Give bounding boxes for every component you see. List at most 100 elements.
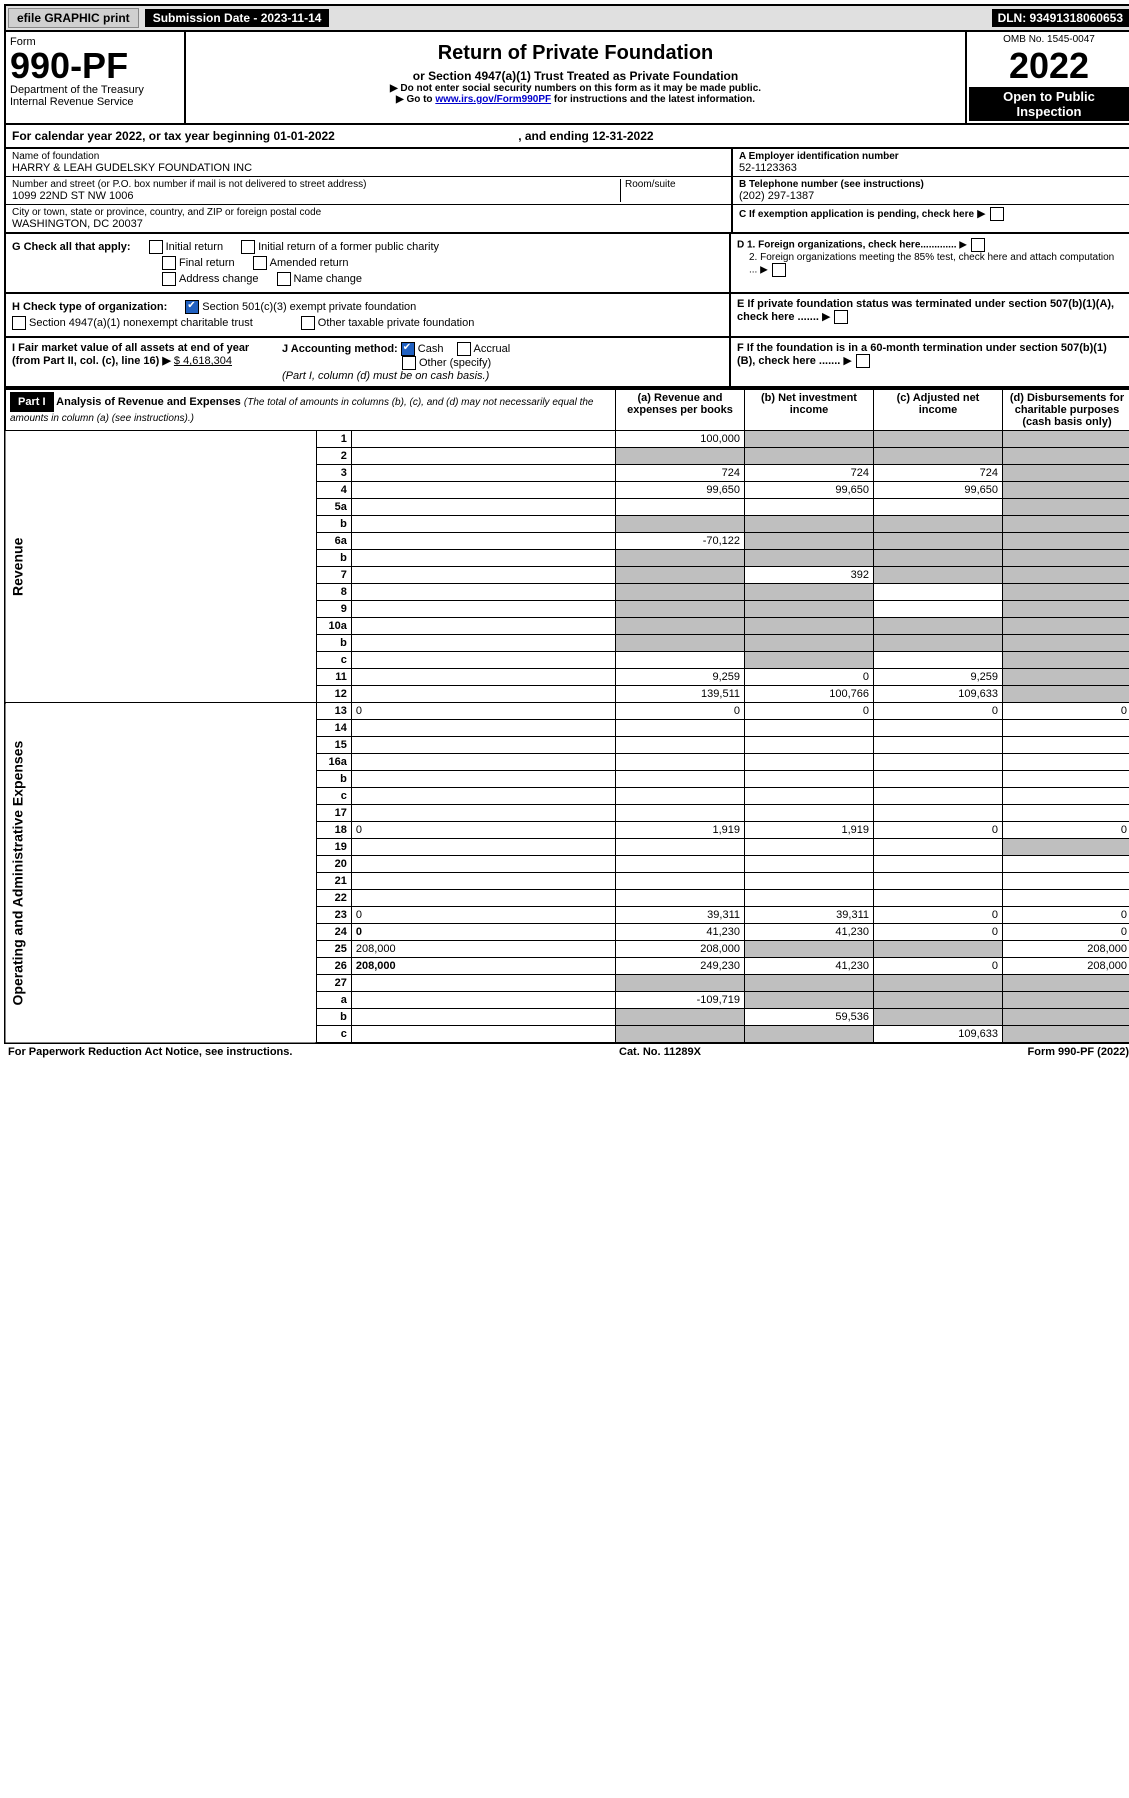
row-description (351, 431, 615, 448)
cell-c: 0 (874, 924, 1003, 941)
row-description: 208,000 (351, 941, 615, 958)
row-number: 12 (316, 686, 351, 703)
cb-name[interactable] (277, 272, 291, 286)
cell-c (874, 635, 1003, 652)
cb-initial[interactable] (149, 240, 163, 254)
year-end: 12-31-2022 (592, 129, 653, 143)
cell-b (745, 448, 874, 465)
row-description (351, 839, 615, 856)
row-description (351, 652, 615, 669)
row-number: 18 (316, 822, 351, 839)
omb-number: OMB No. 1545-0047 (969, 34, 1129, 45)
row-number: 1 (316, 431, 351, 448)
d2-checkbox[interactable] (772, 263, 786, 277)
cell-d (1003, 431, 1129, 448)
cell-b (745, 856, 874, 873)
d1-label: D 1. Foreign organizations, check here..… (737, 240, 957, 251)
i-value: $ 4,618,304 (174, 355, 232, 367)
table-row: Operating and Administrative Expenses130… (5, 703, 1129, 720)
cb-accrual[interactable] (457, 342, 471, 356)
form-number: 990-PF (10, 48, 180, 84)
cell-b: 0 (745, 669, 874, 686)
cell-d (1003, 499, 1129, 516)
cell-d (1003, 771, 1129, 788)
f-label: F If the foundation is in a 60-month ter… (737, 342, 1107, 367)
h-label: H Check type of organization: (12, 301, 167, 313)
cell-c (874, 805, 1003, 822)
cb-other-taxable[interactable] (301, 316, 315, 330)
phone-value: (202) 297-1387 (739, 190, 1125, 202)
cell-b: 41,230 (745, 958, 874, 975)
cell-a (616, 635, 745, 652)
ein-label: A Employer identification number (739, 151, 1125, 162)
row-description (351, 992, 615, 1009)
row-description (351, 499, 615, 516)
cb-cash[interactable] (401, 342, 415, 356)
cell-b (745, 788, 874, 805)
cb-501c3[interactable] (185, 300, 199, 314)
e-label: E If private foundation status was termi… (737, 298, 1114, 323)
cell-b: 724 (745, 465, 874, 482)
row-description: 0 (351, 703, 615, 720)
row-description (351, 856, 615, 873)
cb-initial-former[interactable] (241, 240, 255, 254)
row-description: 0 (351, 924, 615, 941)
cell-d (1003, 686, 1129, 703)
form-note2: ▶ Go to www.irs.gov/Form990PF for instru… (192, 94, 959, 105)
row-number: b (316, 550, 351, 567)
d1-checkbox[interactable] (971, 238, 985, 252)
cell-d (1003, 788, 1129, 805)
cell-c (874, 652, 1003, 669)
cell-b (745, 635, 874, 652)
cb-address[interactable] (162, 272, 176, 286)
row-number: 5a (316, 499, 351, 516)
col-b-header: (b) Net investment income (745, 389, 874, 431)
cb-final[interactable] (162, 256, 176, 270)
cell-a (616, 805, 745, 822)
cb-other-method[interactable] (402, 356, 416, 370)
c-checkbox[interactable] (990, 207, 1004, 221)
row-number: 17 (316, 805, 351, 822)
cell-a: 724 (616, 465, 745, 482)
cell-c: 0 (874, 822, 1003, 839)
cb-amended[interactable] (253, 256, 267, 270)
cell-a (616, 1009, 745, 1026)
cell-d (1003, 1026, 1129, 1044)
cell-d (1003, 601, 1129, 618)
f-checkbox[interactable] (856, 354, 870, 368)
cb-4947[interactable] (12, 316, 26, 330)
e-checkbox[interactable] (834, 310, 848, 324)
cell-a (616, 516, 745, 533)
cell-d (1003, 516, 1129, 533)
row-description (351, 567, 615, 584)
row-description (351, 601, 615, 618)
row-number: b (316, 516, 351, 533)
irs-link[interactable]: www.irs.gov/Form990PF (435, 94, 551, 105)
row-description (351, 788, 615, 805)
cell-d (1003, 839, 1129, 856)
cell-c (874, 941, 1003, 958)
cell-b (745, 1026, 874, 1044)
cell-d (1003, 1009, 1129, 1026)
cell-b: 0 (745, 703, 874, 720)
part1-title: Analysis of Revenue and Expenses (56, 396, 241, 408)
year-begin: 01-01-2022 (273, 129, 334, 143)
row-description (351, 720, 615, 737)
cell-a: 99,650 (616, 482, 745, 499)
row-description (351, 754, 615, 771)
table-row: Revenue1100,000 (5, 431, 1129, 448)
page-footer: For Paperwork Reduction Act Notice, see … (4, 1044, 1129, 1060)
efile-print-button[interactable]: efile GRAPHIC print (8, 8, 139, 28)
cell-c (874, 533, 1003, 550)
cell-c (874, 992, 1003, 1009)
cell-b (745, 975, 874, 992)
cell-c (874, 975, 1003, 992)
row-description (351, 737, 615, 754)
cell-b: 99,650 (745, 482, 874, 499)
check-section-he: H Check type of organization: Section 50… (4, 294, 1129, 338)
cell-d (1003, 584, 1129, 601)
room-label: Room/suite (625, 179, 725, 190)
foundation-name: HARRY & LEAH GUDELSKY FOUNDATION INC (12, 162, 725, 174)
row-number: 25 (316, 941, 351, 958)
part1-badge: Part I (10, 392, 54, 412)
